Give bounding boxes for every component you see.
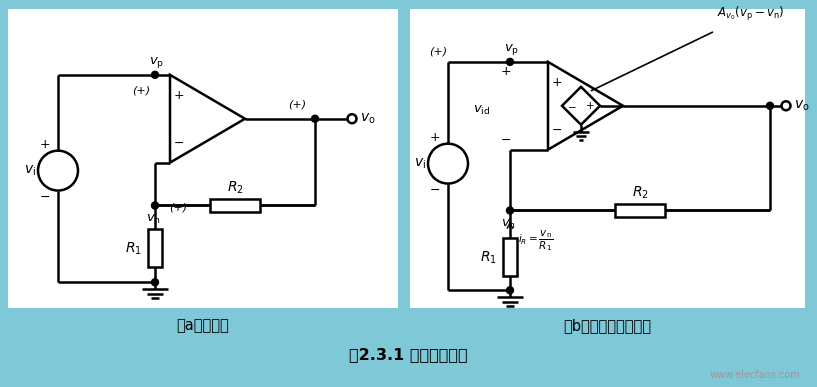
Text: (+): (+) (132, 86, 150, 96)
Text: $v_{\mathrm{id}}$: $v_{\mathrm{id}}$ (472, 104, 490, 117)
Text: $v_{\mathrm{i}}$: $v_{\mathrm{i}}$ (24, 163, 36, 178)
Text: (+): (+) (169, 202, 187, 212)
Text: $v_{\mathrm{o}}$: $v_{\mathrm{o}}$ (794, 99, 810, 113)
Text: $R_1$: $R_1$ (124, 240, 141, 257)
Text: $-$: $-$ (173, 136, 185, 149)
Circle shape (151, 71, 158, 78)
Text: 图2.3.1 同相放大电路: 图2.3.1 同相放大电路 (349, 348, 467, 363)
Circle shape (507, 207, 514, 214)
Text: $v_{\mathrm{i}}$: $v_{\mathrm{i}}$ (414, 156, 426, 171)
Text: $A_{v_0}(v_{\mathrm{p}}-v_{\mathrm{n}})$: $A_{v_0}(v_{\mathrm{p}}-v_{\mathrm{n}})$ (717, 5, 784, 23)
Text: $-$: $-$ (567, 101, 577, 111)
Text: $i_R = \dfrac{v_{\mathrm{n}}}{R_1}$: $i_R = \dfrac{v_{\mathrm{n}}}{R_1}$ (518, 228, 553, 253)
Circle shape (151, 202, 158, 209)
Text: +: + (174, 89, 185, 101)
Text: $-$: $-$ (501, 133, 511, 146)
Text: +: + (430, 131, 440, 144)
Circle shape (507, 58, 514, 65)
Text: $R_2$: $R_2$ (632, 184, 649, 201)
FancyBboxPatch shape (410, 9, 805, 308)
Text: www.elecfans.com: www.elecfans.com (709, 370, 800, 380)
Text: $v_{\mathrm{n}}$: $v_{\mathrm{n}}$ (145, 213, 160, 226)
Circle shape (507, 287, 514, 294)
Bar (615, 204, 665, 217)
Text: +: + (501, 65, 511, 78)
Text: $v_{\mathrm{n}}$: $v_{\mathrm{n}}$ (501, 218, 516, 231)
Bar (503, 238, 517, 276)
Text: $R_2$: $R_2$ (226, 179, 243, 196)
Text: $-$: $-$ (551, 123, 563, 136)
Circle shape (766, 102, 774, 109)
Text: $R_1$: $R_1$ (480, 249, 497, 265)
Text: +: + (40, 138, 51, 151)
Text: $-$: $-$ (39, 190, 51, 203)
Text: （a）电路图: （a）电路图 (176, 318, 230, 333)
Text: （b）小信号电路模型: （b）小信号电路模型 (563, 318, 651, 333)
FancyBboxPatch shape (8, 9, 398, 308)
Text: +: + (586, 101, 594, 111)
Text: $v_{\mathrm{p}}$: $v_{\mathrm{p}}$ (504, 43, 520, 57)
Text: +: + (551, 75, 562, 89)
Text: $v_{\mathrm{p}}$: $v_{\mathrm{p}}$ (150, 55, 164, 70)
Text: (+): (+) (429, 47, 447, 57)
Text: (+): (+) (288, 100, 306, 110)
Bar (148, 229, 162, 267)
Circle shape (311, 115, 319, 122)
Text: $v_{\mathrm{o}}$: $v_{\mathrm{o}}$ (360, 111, 376, 126)
Text: $-$: $-$ (430, 183, 440, 196)
Circle shape (151, 279, 158, 286)
Bar (210, 199, 260, 212)
